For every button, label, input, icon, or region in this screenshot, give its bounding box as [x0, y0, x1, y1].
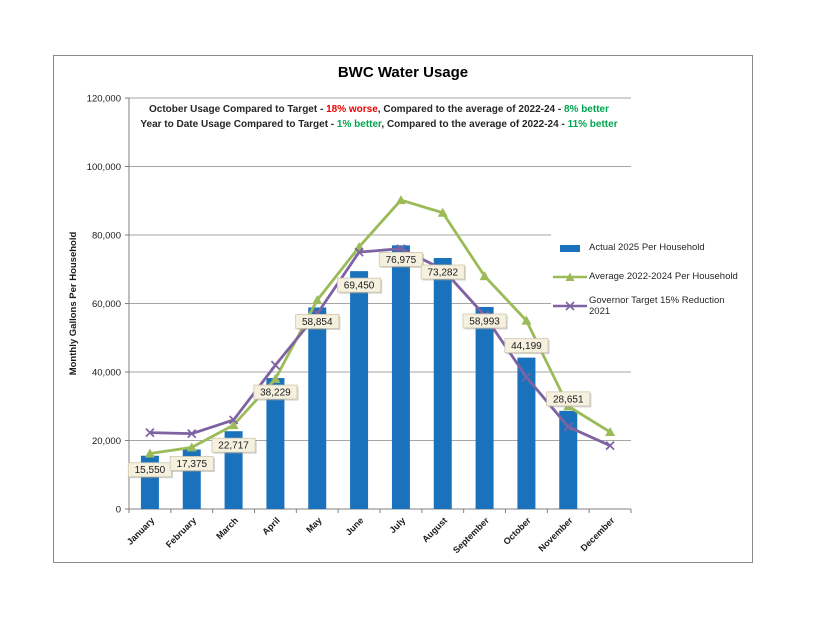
- x-tick-label-june: June: [344, 515, 366, 537]
- chart-legend: Actual 2025 Per Household Average 2022-2…: [551, 232, 752, 321]
- y-tick-label: 0: [116, 505, 121, 516]
- x-axis-labels: January February March April May June July Augu…: [125, 515, 617, 555]
- x-tick-label-december: December: [579, 515, 617, 553]
- x-tick-label-february: February: [164, 515, 198, 549]
- data-label-march: 22,717: [218, 441, 249, 452]
- bar-october: [517, 357, 536, 509]
- annotation-october-target-delta: 18% worse: [326, 104, 378, 115]
- y-axis-labels: 0 20,000 40,000 60,000 80,000 100,000 120,000: [87, 94, 121, 516]
- triangle-line-swatch-icon: [553, 271, 587, 283]
- bar-july: [391, 245, 410, 509]
- y-tick-label: 120,000: [87, 94, 121, 105]
- legend-label-average: Average 2022-2024 Per Household: [589, 271, 738, 282]
- bar-may: [308, 307, 327, 509]
- x-tick-label-july: July: [388, 515, 408, 535]
- annotation-october-middle: , Compared to the average of 2022-24 -: [377, 104, 564, 115]
- annotation-block: October Usage Compared to Target - 18% w…: [109, 102, 649, 132]
- data-label-may: 58,854: [302, 317, 333, 328]
- x-tick-label-march: March: [214, 515, 240, 541]
- y-tick-label: 60,000: [92, 299, 121, 310]
- data-label-january: 15,550: [135, 465, 166, 476]
- bar-june: [350, 271, 369, 509]
- chart-title: BWC Water Usage: [337, 64, 469, 81]
- annotation-ytd-middle: , Compared to the average of 2022-24 -: [381, 119, 568, 130]
- annotation-october-prefix: October Usage Compared to Target -: [149, 104, 327, 115]
- legend-label-target: Governor Target 15% Reduction 2021: [589, 294, 725, 317]
- x-tick-label-may: May: [304, 515, 323, 534]
- y-tick-label: 80,000: [92, 231, 121, 242]
- y-tick-label: 100,000: [87, 162, 121, 173]
- x-tick-label-august: August: [420, 515, 449, 544]
- data-label-february: 17,375: [176, 459, 207, 470]
- x-tick-label-october: October: [501, 515, 533, 547]
- annotation-october-average-delta: 8% better: [563, 104, 609, 115]
- bar-april: [266, 378, 285, 509]
- x-line-swatch-icon: [553, 300, 587, 312]
- data-label-october: 44,199: [511, 341, 542, 352]
- annotation-line-october: October Usage Compared to Target - 18% w…: [109, 102, 649, 117]
- y-tick-label: 20,000: [92, 436, 121, 447]
- bar-august: [433, 258, 452, 509]
- annotation-ytd-average-delta: 11% better: [567, 119, 618, 130]
- water-usage-chart: 0 20,000 40,000 60,000 80,000 100,000 120,000 M…: [68, 94, 632, 555]
- data-label-september: 58,993: [469, 316, 500, 327]
- legend-entry-average: Average 2022-2024 Per Household: [553, 262, 746, 291]
- legend-label-actual: Actual 2025 Per Household: [589, 242, 705, 253]
- legend-entry-actual: Actual 2025 Per Household: [553, 233, 746, 262]
- annotation-ytd-prefix: Year to Date Usage Compared to Target -: [140, 119, 337, 130]
- legend-entry-target: Governor Target 15% Reduction 2021: [553, 291, 746, 320]
- data-label-november: 28,651: [553, 394, 584, 405]
- y-gridlines: [125, 97, 632, 513]
- y-tick-label: 40,000: [92, 368, 121, 379]
- bar-swatch-icon: [553, 242, 587, 254]
- chart-frame: BWC Water Usage 0 20,000 40,000 60,000 80,00…: [53, 55, 753, 563]
- x-tick-label-april: April: [260, 515, 282, 537]
- bar-november: [559, 410, 578, 509]
- data-label-june: 69,450: [344, 281, 375, 292]
- data-label-april: 38,229: [260, 388, 291, 399]
- data-label-july: 76,975: [386, 255, 417, 266]
- bar-data-labels: 15,550 17,375 22,717 38,229 58,854 69,450 76,9…: [127, 251, 592, 479]
- target-line-series: [145, 244, 615, 451]
- x-tick-label-january: January: [125, 515, 156, 546]
- annotation-line-ytd: Year to Date Usage Compared to Target - …: [109, 117, 649, 132]
- data-label-august: 73,282: [427, 268, 458, 279]
- x-tick-label-november: November: [536, 515, 575, 554]
- annotation-ytd-target-delta: 1% better: [336, 119, 382, 130]
- bar-september: [475, 306, 494, 509]
- bar-series-actual-2025: [140, 245, 578, 509]
- y-axis-title: Monthly Gallons Per Household: [68, 232, 79, 376]
- x-tick-label-september: September: [451, 515, 491, 555]
- average-line-series: [144, 195, 616, 458]
